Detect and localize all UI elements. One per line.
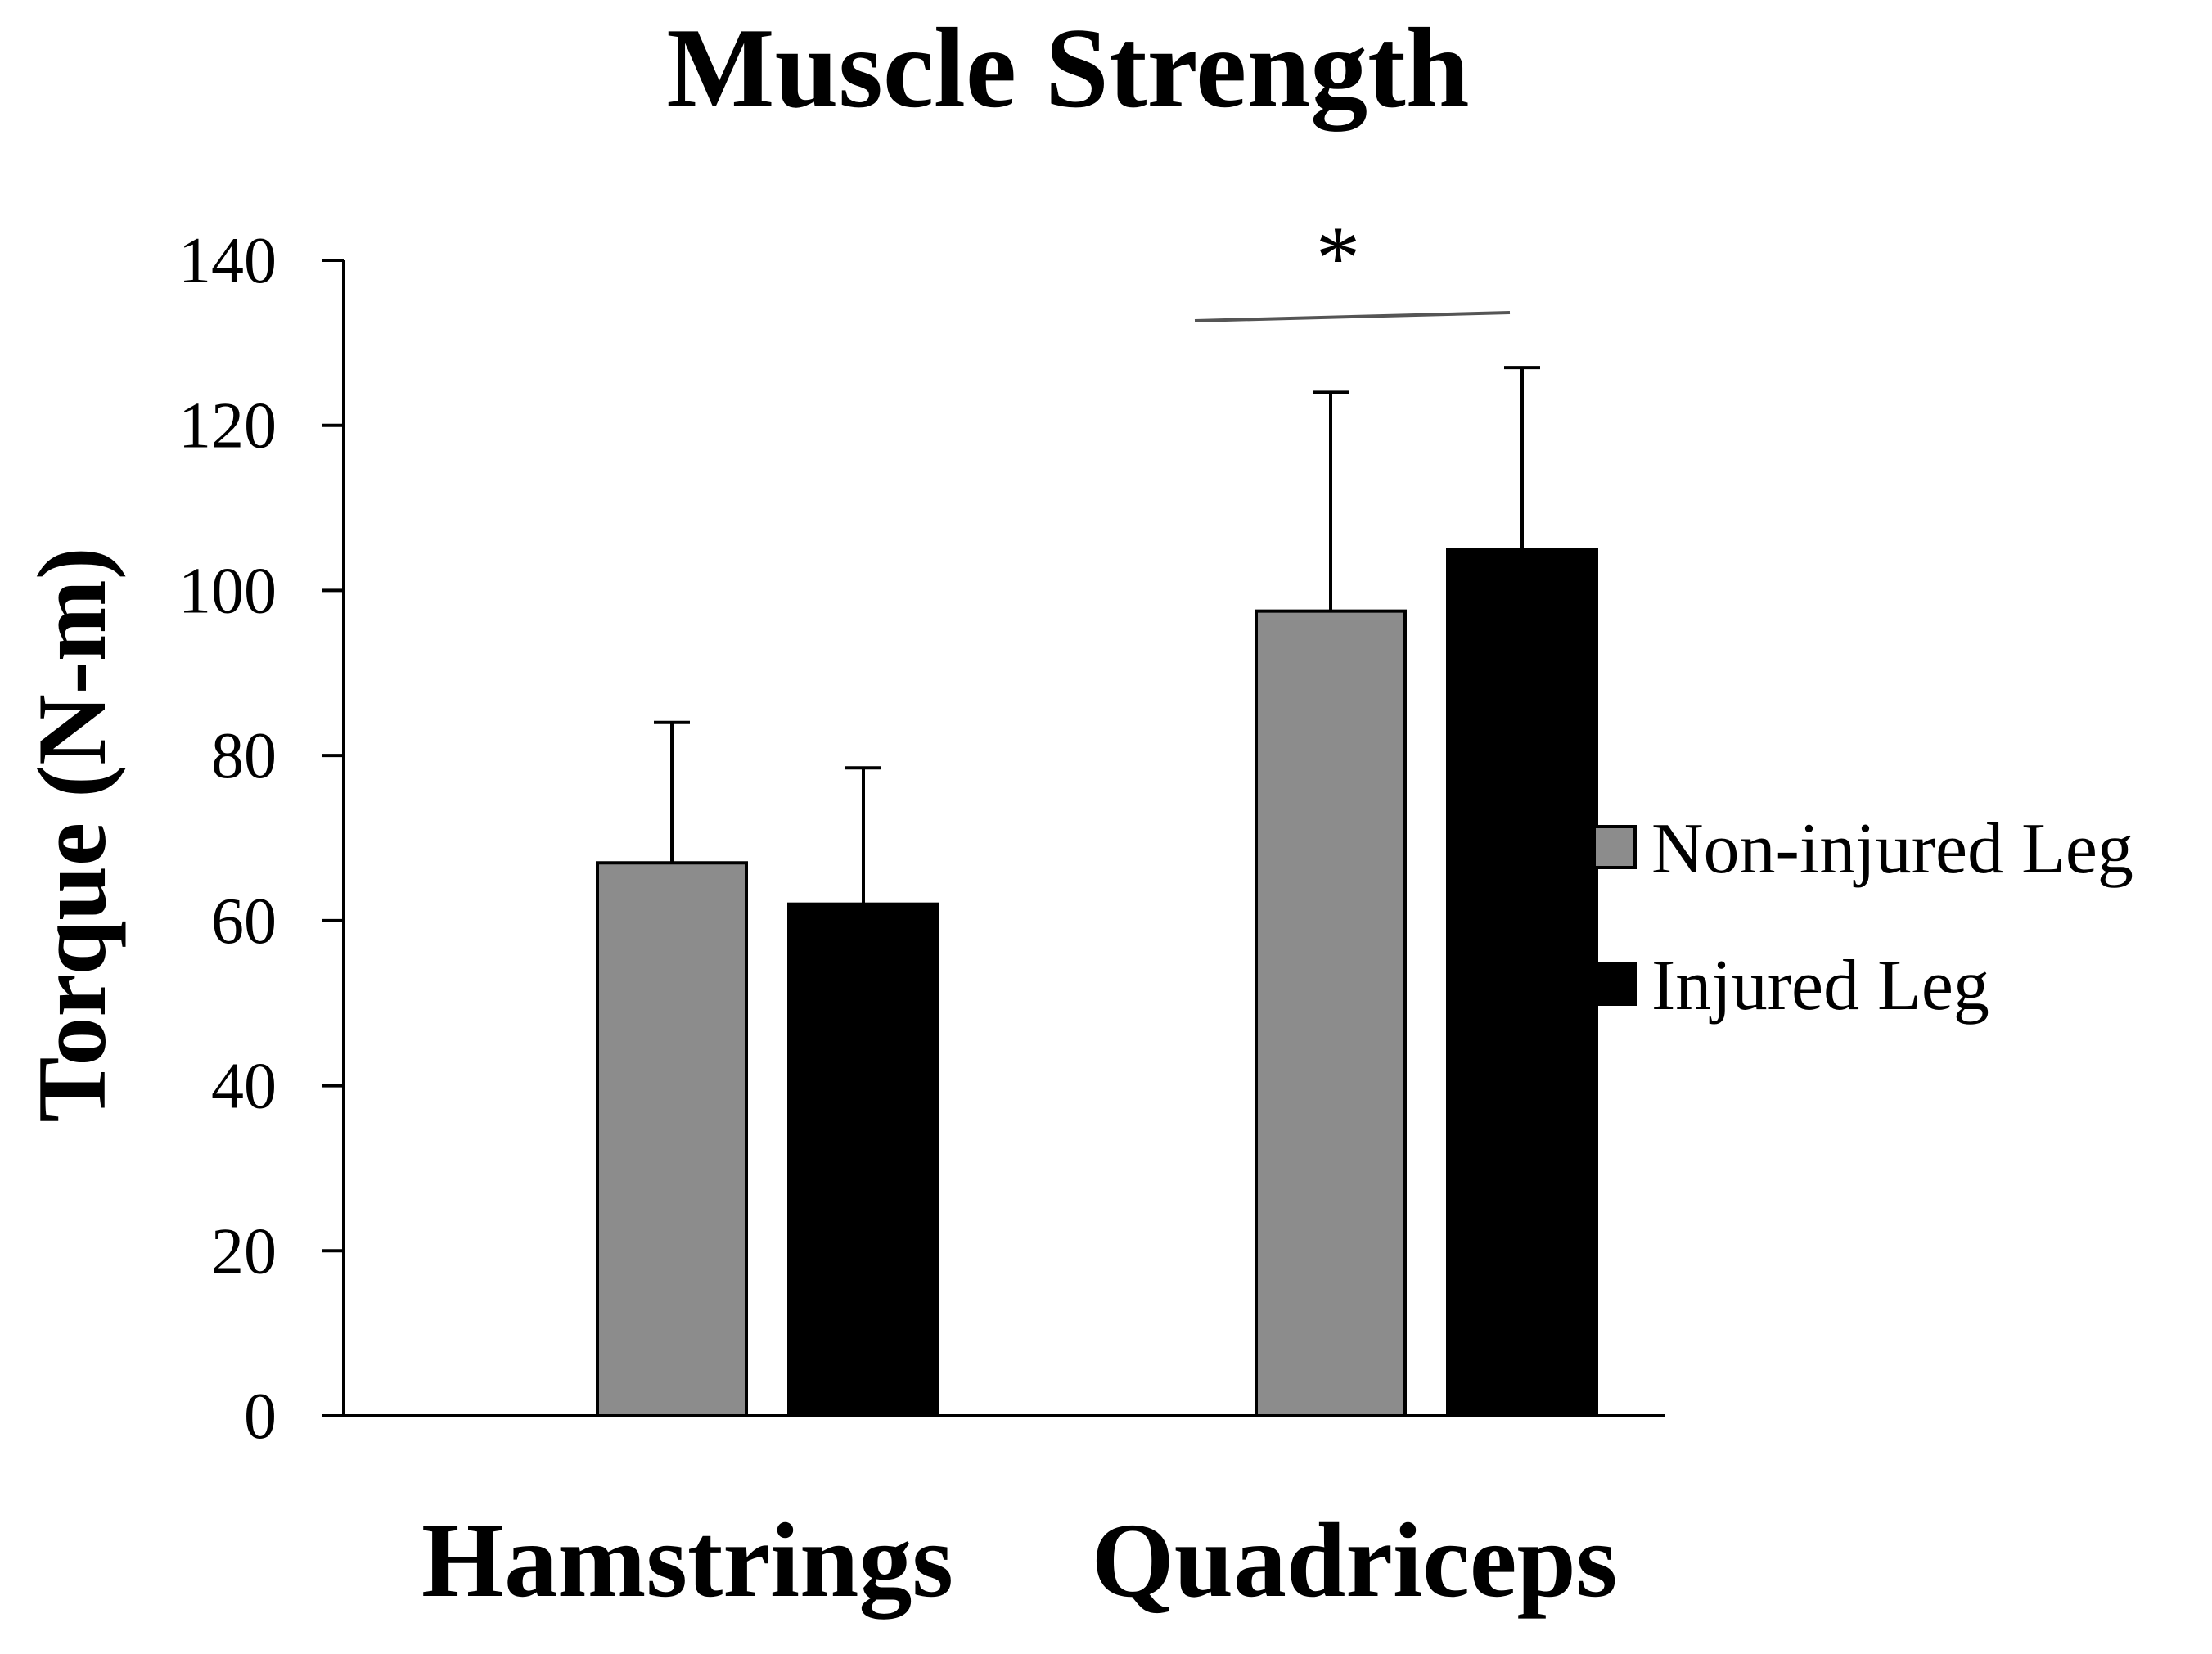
significance-line	[1194, 311, 1511, 322]
significance-marker: *	[1316, 208, 1361, 308]
y-tick-label: 20	[211, 1215, 277, 1287]
y-tick-label: 120	[178, 390, 277, 462]
y-tick-label: 0	[244, 1381, 277, 1453]
y-tick-label: 60	[211, 886, 277, 958]
legend-swatch	[1593, 962, 1637, 1006]
y-tick-label: 140	[178, 225, 277, 297]
legend-label: Injured Leg	[1651, 946, 1989, 1025]
y-tick-label: 80	[211, 720, 277, 792]
legend-label: Non-injured Leg	[1651, 809, 2133, 889]
bar-non-injured-leg-hamstrings	[596, 861, 748, 1418]
x-category-label: Quadriceps	[1092, 1502, 1618, 1620]
bar-non-injured-leg-quadriceps	[1255, 609, 1407, 1417]
x-category-label: Hamstrings	[421, 1502, 953, 1620]
chart-title: Muscle Strength	[666, 5, 1469, 132]
legend-swatch	[1593, 825, 1637, 869]
legend: Non-injured Leg Injured Leg	[1593, 809, 2133, 1025]
plot-area: 0 20 40 60 80 100 120 140 Hamstrings Quadriceps *	[178, 208, 1665, 1620]
y-axis-label: Torque (N-m)	[17, 547, 126, 1122]
bar-injured-leg-hamstrings	[787, 902, 939, 1417]
bar-injured-leg-quadriceps	[1446, 548, 1598, 1417]
y-tick-label: 100	[178, 555, 277, 627]
y-tick-label: 40	[211, 1051, 277, 1123]
